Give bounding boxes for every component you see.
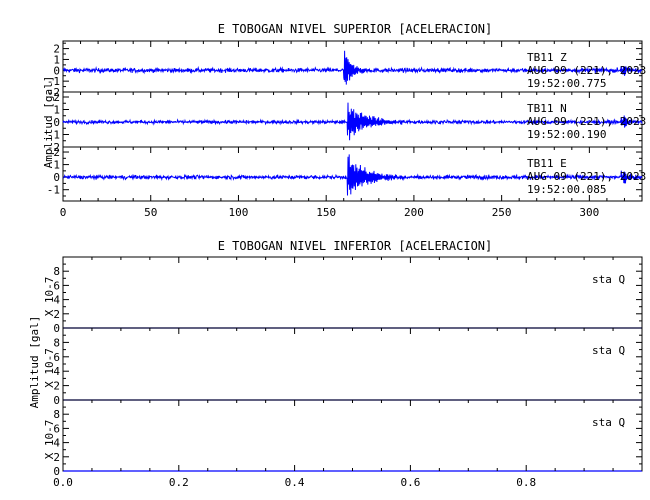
lower-chart-x-axis: 0.0 0.2 0.4 0.6 0.8 [53,465,643,489]
y-tick-label: 2 [53,451,60,464]
y-tick-label: 2 [53,380,60,393]
y-tick-label: 0 [53,171,60,184]
y-tick-label: -2 [47,86,60,99]
lower-level-chart: E TOBOGAN NIVEL INFERIOR [ACELERACION] A… [28,239,643,489]
x-tick-label: 150 [316,206,336,219]
upper-level-chart: E TOBOGAN NIVEL SUPERIOR [ACELERACION] A… [42,22,646,219]
scale-label: X 10-7 [43,277,56,317]
x-tick-label: 0.0 [53,476,73,489]
x-tick-label: 0.6 [400,476,420,489]
x-tick-label: 0.8 [516,476,536,489]
y-tick-label: 4 [53,365,60,378]
y-tick-label: 0 [53,116,60,129]
panel-annotation-line: TB11 Z [527,51,567,64]
y-tick-label: 6 [53,279,60,292]
x-tick-label: 300 [579,206,599,219]
panel-annotation-line: 19:52:00.190 [527,128,606,141]
waveform-N [62,102,643,141]
y-tick-label: 8 [53,408,60,421]
y-tick-label: 1 [53,159,60,172]
x-tick-label: 200 [404,206,424,219]
x-tick-label: 0 [60,206,67,219]
y-tick-label: 6 [53,351,60,364]
x-tick-label: 0.4 [285,476,305,489]
panel-annotation-line: 19:52:00.085 [527,183,606,196]
x-tick-label: 50 [144,206,157,219]
panel-annotation-line: 19:52:00.775 [527,77,606,90]
panel-annotation-line: TB11 E [527,157,567,170]
y-tick-label: 0 [53,465,60,478]
y-tick-label: -1 [47,184,60,197]
panel-annotation-line: TB11 N [527,102,567,115]
x-tick-label: 0.2 [169,476,189,489]
y-tick-label: -2 [47,141,60,154]
y-tick-label: -1 [47,129,60,142]
x-tick-label: 250 [492,206,512,219]
upper-chart-y-axis-label: Amplitud [gal] [42,76,55,169]
panel-annotation-line: AUG 09 (221), 2023 [527,170,646,183]
y-tick-label: 0 [53,394,60,407]
y-tick-label: 2 [53,308,60,321]
panel-annotation-line: sta Q [592,273,625,286]
y-tick-label: 4 [53,294,60,307]
scale-label: X 10-7 [43,348,56,388]
scale-label: X 10-7 [43,420,56,460]
y-tick-label: 1 [53,53,60,66]
y-tick-label: -1 [47,75,60,88]
y-tick-label: 8 [53,336,60,349]
panel-annotation-line: AUG 09 (221), 2023 [527,64,646,77]
panel-annotation-line: AUG 09 (221), 2023 [527,115,646,128]
y-tick-label: 2 [53,43,60,56]
lower-chart-y-axis-label: Amplitud [gal] [28,316,41,409]
lower-chart-title: E TOBOGAN NIVEL INFERIOR [ACELERACION] [218,239,493,253]
upper-chart-title: E TOBOGAN NIVEL SUPERIOR [ACELERACION] [218,22,493,36]
y-tick-label: 8 [53,265,60,278]
y-tick-label: 1 [53,104,60,117]
y-tick-label: 0 [53,64,60,77]
panel-annotation-line: sta Q [592,344,625,357]
y-tick-label: 4 [53,437,60,450]
y-tick-label: 0 [53,322,60,335]
y-tick-label: 2 [53,146,60,159]
waveform-Z [62,50,643,85]
y-tick-label: 6 [53,422,60,435]
panel-annotation-line: sta Q [592,416,625,429]
upper-chart-x-axis: 0 50 100 150 200 250 300 [60,195,643,219]
panel-frame [62,146,643,202]
y-tick-label: 2 [53,91,60,104]
x-tick-label: 100 [229,206,249,219]
waveform-E [62,154,643,196]
